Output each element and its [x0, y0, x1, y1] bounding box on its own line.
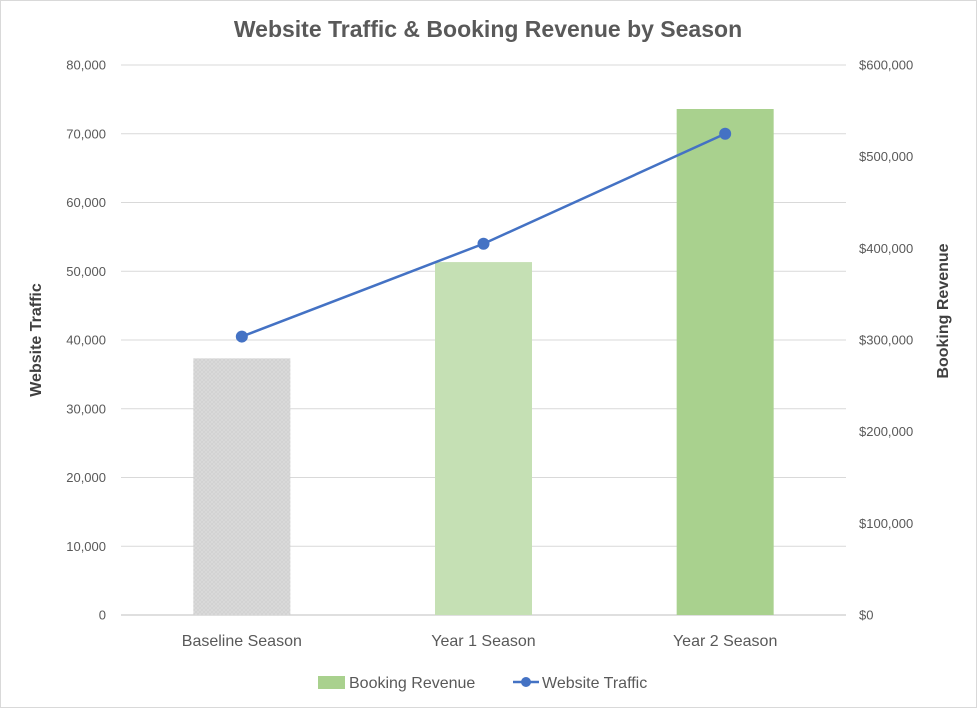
left-tick-label: 0	[99, 608, 106, 623]
category-label: Year 2 Season	[673, 633, 777, 650]
left-tick-label: 70,000	[66, 126, 106, 141]
right-axis-ticks: $0 $100,000 $200,000 $300,000 $400,000 $500,0…	[859, 58, 913, 623]
left-tick-label: 10,000	[66, 539, 106, 554]
bars	[193, 109, 774, 615]
traffic-line	[235, 127, 732, 343]
revenue-bar	[435, 262, 532, 615]
right-tick-label: $600,000	[859, 58, 913, 73]
legend-label-booking-revenue: Booking Revenue	[349, 675, 475, 692]
right-tick-label: $200,000	[859, 424, 913, 439]
right-tick-label: $100,000	[859, 516, 913, 531]
traffic-point	[235, 330, 248, 343]
right-tick-label: $300,000	[859, 333, 913, 348]
legend-label-website-traffic: Website Traffic	[542, 675, 647, 692]
legend: Booking Revenue Website Traffic	[318, 675, 647, 692]
revenue-bar	[193, 358, 291, 615]
traffic-point	[477, 237, 490, 250]
revenue-bar	[676, 109, 774, 615]
left-axis-title: Website Traffic	[28, 283, 45, 397]
right-tick-label: $0	[859, 608, 873, 623]
chart-title: Website Traffic & Booking Revenue by Sea…	[234, 16, 742, 42]
category-labels: Baseline Season Year 1 Season Year 2 Seaso…	[182, 633, 778, 650]
category-label: Baseline Season	[182, 633, 302, 650]
right-axis-title: Booking Revenue	[935, 243, 952, 378]
legend-swatch-booking-revenue	[318, 676, 345, 689]
right-tick-label: $400,000	[859, 241, 913, 256]
left-tick-label: 20,000	[66, 470, 106, 485]
left-axis-ticks: 0 10,000 20,000 30,000 40,000 50,000 60,000 70,…	[66, 58, 106, 623]
right-tick-label: $500,000	[859, 149, 913, 164]
left-tick-label: 60,000	[66, 195, 106, 210]
left-tick-label: 80,000	[66, 58, 106, 73]
left-tick-label: 40,000	[66, 333, 106, 348]
traffic-point	[719, 127, 732, 140]
left-tick-label: 50,000	[66, 264, 106, 279]
legend-marker-website-traffic	[521, 677, 531, 687]
category-label: Year 1 Season	[431, 633, 535, 650]
left-tick-label: 30,000	[66, 401, 106, 416]
